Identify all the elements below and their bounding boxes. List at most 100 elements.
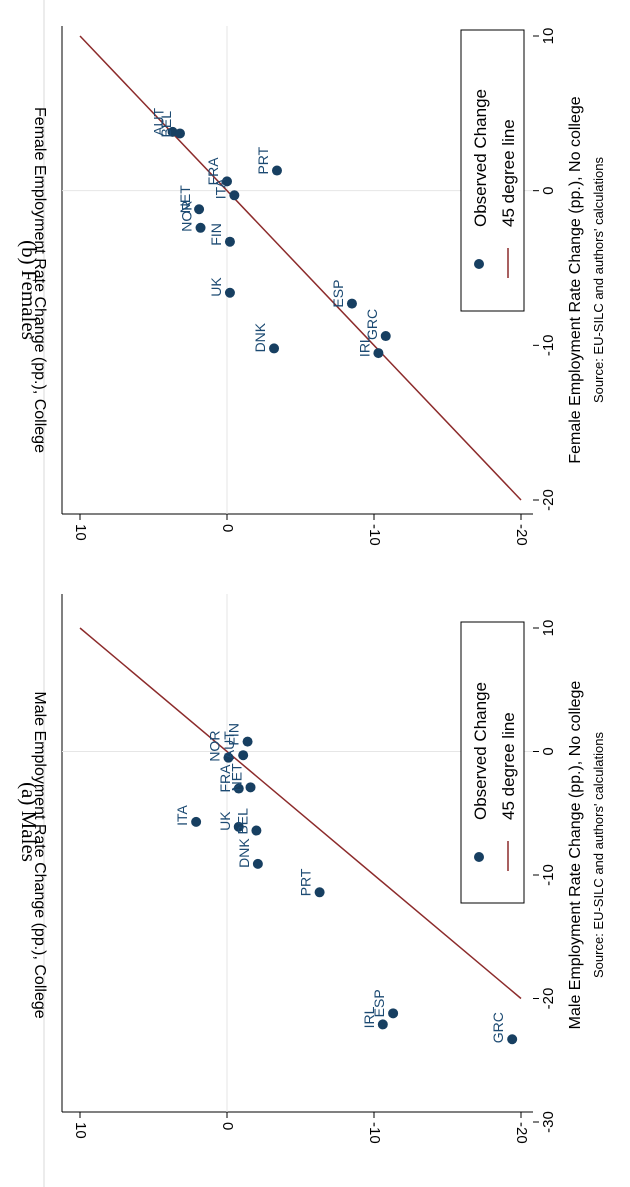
point-label-bel: BEL [158,111,174,138]
y-axis-ticks: -20 -10 0 10 [72,514,530,546]
point-label-bel: BEL [234,808,250,835]
data-point-dnk [252,858,263,869]
point-label-esp: ESP [371,989,387,1017]
point-label-prt: PRT [298,868,314,896]
y-axis-ticks: -20 -10 0 10 [72,1112,530,1144]
data-point-prt [271,165,282,176]
data-point-ita [191,816,202,827]
point-label-fin: FIN [226,723,242,746]
data-point-irl [373,348,384,359]
data-point-nor [223,752,234,763]
data-point-fra [233,783,244,794]
legend-label-line: 45 degree line [499,119,518,227]
y-tick-label: 0 [219,1122,236,1130]
point-label-nor: NOR [206,731,222,762]
y-tick-label: -20 [513,1122,530,1144]
data-point-fra [222,176,232,187]
x-axis-ticks: -30 -20 -10 0 10 [533,620,557,1133]
legend-marker-observed [474,852,484,862]
data-point-irl [377,1019,388,1030]
point-label-grc: GRC [364,309,380,340]
data-point-esp [388,1008,399,1019]
point-label-prt: PRT [255,146,271,174]
data-point-nor [195,222,206,233]
legend-marker-observed [474,259,484,269]
reference-line-45 [79,627,522,1000]
data-point-grc [380,331,391,342]
y-tick-label: -20 [513,524,530,546]
data-point-grc [507,1034,518,1045]
data-point-bel [174,128,185,139]
data-point-aut [238,750,249,761]
point-label-irl: IRL [356,335,372,357]
data-point-prt [314,887,325,898]
data-point-uk [233,821,244,832]
reference-line-segment [79,627,522,1000]
data-point-bel [251,825,262,836]
point-label-uk: UK [217,811,233,831]
x-tick-label: -10 [540,864,557,886]
x-axis-ticks: -20 -10 0 10 [533,28,557,511]
source-note: Source: EU-SILC and authors' calculation… [591,732,606,978]
data-point-net [245,782,256,793]
grid-lines [62,26,533,514]
y-axis-label: Male Employment Rate Change (pp.), Colle… [31,691,48,1018]
legend-box [460,29,525,312]
x-tick-label: -20 [540,489,557,511]
x-axis-label: Male Employment Rate Change (pp.), No co… [567,681,584,1030]
y-tick-label: 10 [72,1122,89,1139]
x-tick-label: 10 [540,620,557,637]
data-point-fin [242,736,253,747]
data-point-dnk [269,343,280,354]
point-label-nor: NOR [179,201,195,232]
grid-lines [62,594,533,1112]
x-tick-label: -10 [540,334,557,356]
source-note: Source: EU-SILC and authors' calculation… [591,157,606,403]
point-label-aut: AUT [151,107,167,135]
y-tick-label: -10 [366,1122,383,1144]
point-label-aut: AUT [221,731,237,759]
point-label-esp: ESP [330,280,346,308]
data-point-esp [346,298,357,309]
point-label-ita: ITA [212,178,228,199]
y-tick-label: -10 [366,524,383,546]
reference-line-45 [79,35,522,501]
point-label-net: NET [177,185,193,213]
x-axis-label: Female Employment Rate Change (pp.), No … [567,96,584,463]
panel-title: (b) Females [17,240,41,340]
point-label-net: NET [229,763,245,791]
data-point-fin [224,236,235,247]
point-label-grc: GRC [490,1012,506,1043]
point-label-fra: FRA [205,157,221,186]
x-tick-label: -30 [540,1111,557,1133]
legend-label-observed: Observed Change [471,682,490,820]
legend-box [460,621,525,904]
point-label-dnk: DNK [252,322,268,352]
x-tick-label: 10 [540,28,557,45]
point-label-uk: UK [208,277,224,297]
y-axis-label: Female Employment Rate Change (pp.), Col… [31,107,48,453]
data-point-ita [229,190,240,201]
legend-label-line: 45 degree line [499,712,518,820]
legend-label-observed: Observed Change [471,89,490,227]
data-point-net [194,204,205,215]
point-label-fra: FRA [217,764,233,793]
y-tick-label: 0 [219,524,236,532]
point-label-ita: ITA [174,804,190,825]
panel-title: (a) Males [17,782,41,862]
data-point-uk [224,287,235,298]
point-label-dnk: DNK [236,838,252,868]
x-tick-label: 0 [540,747,557,755]
legend: Observed Change 45 degree line [460,29,525,312]
y-tick-label: 10 [72,524,89,541]
point-label-fin: FIN [208,223,224,246]
panel-males: (a) Males ITA UKDNKBELFRANETNORAUTFINPRTI… [17,594,606,1144]
reference-line-segment [79,35,522,501]
x-tick-label: 0 [540,186,557,194]
x-tick-label: -20 [540,988,557,1010]
point-label-irl: IRL [361,1006,377,1028]
